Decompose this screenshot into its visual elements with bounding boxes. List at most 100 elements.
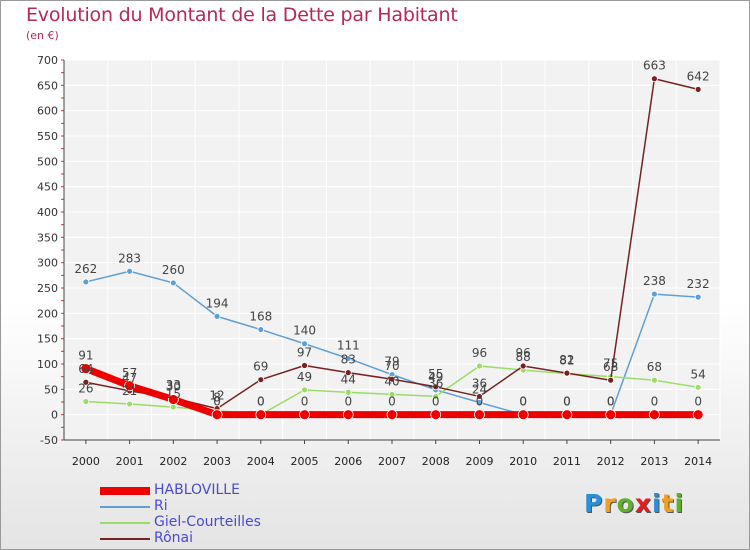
data-label: 82	[559, 353, 574, 367]
data-point	[651, 290, 658, 298]
data-point	[342, 409, 354, 421]
data-label: 8	[213, 391, 221, 405]
data-point	[82, 398, 90, 405]
x-tick-label: 2011	[553, 455, 581, 468]
y-tick-label: 550	[37, 130, 58, 143]
data-label: 0	[301, 395, 309, 409]
data-point	[82, 278, 90, 286]
data-label: 0	[257, 395, 265, 409]
data-label: 40	[384, 374, 399, 388]
y-tick-label: 300	[37, 257, 58, 270]
data-label: 642	[687, 69, 710, 83]
data-point	[474, 409, 485, 421]
data-label: 83	[341, 353, 356, 367]
data-label: 0	[388, 395, 396, 409]
data-point	[344, 388, 352, 396]
x-tick-label: 2014	[684, 455, 712, 468]
data-label: 0	[607, 395, 615, 409]
data-point	[82, 378, 90, 386]
data-label: 97	[297, 346, 312, 360]
legend-swatch	[100, 506, 150, 508]
data-point	[519, 362, 527, 370]
y-tick-label: 200	[37, 307, 58, 320]
data-label: 232	[687, 277, 710, 291]
data-label: 36	[472, 376, 487, 390]
y-tick-label: 350	[37, 231, 58, 244]
data-label: 30	[166, 379, 181, 393]
data-point	[563, 369, 571, 377]
data-label: 0	[651, 395, 659, 409]
data-point	[301, 362, 308, 369]
data-label: 54	[690, 367, 705, 381]
x-tick-label: 2006	[334, 455, 362, 468]
data-point	[561, 409, 573, 421]
data-label: 0	[563, 395, 571, 409]
data-label: 0	[563, 395, 571, 409]
data-label: 663	[643, 59, 666, 73]
data-point	[301, 386, 308, 394]
legend-swatch	[100, 487, 150, 495]
data-point	[649, 409, 660, 421]
y-tick-label: 250	[37, 282, 58, 295]
x-tick-label: 2013	[640, 455, 668, 468]
data-point	[213, 312, 221, 320]
data-label: 0	[607, 395, 615, 409]
legend-swatch	[100, 538, 150, 540]
data-point	[386, 409, 398, 421]
y-tick-label: 0	[51, 409, 58, 422]
data-label: 0	[694, 395, 702, 409]
data-label: 68	[647, 360, 662, 374]
x-tick-label: 2002	[159, 455, 187, 468]
data-label: 0	[519, 395, 527, 409]
chart-subtitle: (en €)	[26, 29, 59, 42]
data-label: 33	[166, 378, 181, 392]
data-point	[344, 355, 352, 362]
legend-label: Giel-Courteilles	[154, 514, 261, 530]
y-tick-label: 700	[37, 54, 58, 67]
x-tick-label: 2010	[509, 455, 537, 468]
y-tick-label: 400	[37, 206, 58, 219]
data-label: 49	[297, 370, 312, 384]
legend-label: HABLOVILLE	[154, 482, 240, 498]
data-label: 81	[559, 354, 574, 368]
data-point	[344, 369, 352, 377]
data-point	[301, 340, 308, 348]
x-tick-label: 2005	[291, 455, 319, 468]
data-point	[169, 279, 177, 287]
data-label: 140	[293, 324, 316, 338]
data-label: 0	[213, 395, 221, 409]
data-point	[432, 383, 440, 391]
data-point	[476, 362, 483, 370]
data-point	[211, 409, 223, 421]
y-tick-label: 650	[37, 79, 58, 92]
data-point	[255, 409, 267, 421]
data-label: 0	[344, 395, 352, 409]
data-label: 44	[341, 372, 356, 386]
data-point	[607, 376, 615, 384]
data-point	[167, 394, 179, 405]
data-label: 15	[166, 387, 181, 401]
data-label: 91	[78, 349, 93, 363]
x-tick-label: 2012	[597, 455, 625, 468]
y-tick-label: 100	[37, 358, 58, 371]
data-point	[694, 85, 702, 93]
x-tick-label: 2000	[72, 455, 100, 468]
data-point	[299, 409, 310, 421]
data-label: 0	[476, 395, 484, 409]
data-label: 262	[74, 262, 97, 276]
data-label: 0	[519, 395, 527, 409]
proxiti-logo: Proxiti	[584, 489, 685, 518]
data-point	[692, 409, 704, 421]
x-tick-label: 2004	[247, 455, 275, 468]
data-label: 168	[249, 310, 272, 324]
data-label: 96	[516, 346, 531, 360]
data-point	[476, 393, 483, 400]
data-label: 26	[78, 381, 93, 395]
data-label: 57	[122, 366, 137, 380]
data-label: 283	[118, 251, 141, 265]
y-tick-label: 150	[37, 333, 58, 346]
x-tick-label: 2003	[203, 455, 231, 468]
x-tick-label: 2007	[378, 455, 406, 468]
y-tick-label: 50	[44, 383, 58, 396]
